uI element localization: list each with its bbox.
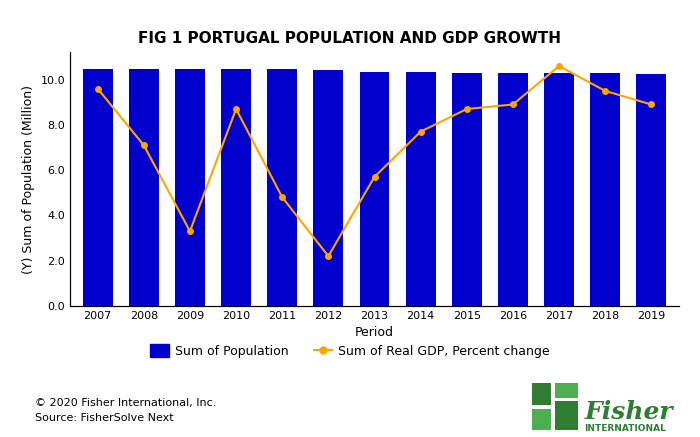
Bar <box>405 73 435 306</box>
Y-axis label: (Y) Sum of Population (Million): (Y) Sum of Population (Million) <box>22 85 35 274</box>
Text: Fisher: Fisher <box>584 400 673 424</box>
Bar <box>532 409 551 430</box>
Bar <box>636 74 666 306</box>
Bar <box>175 69 205 306</box>
Bar <box>554 401 577 430</box>
Text: © 2020 Fisher International, Inc.: © 2020 Fisher International, Inc. <box>35 398 216 408</box>
X-axis label: Period: Period <box>355 326 394 339</box>
Bar <box>314 70 344 306</box>
Bar <box>590 73 620 306</box>
Bar <box>83 69 113 306</box>
Legend: Sum of Population, Sum of Real GDP, Percent change: Sum of Population, Sum of Real GDP, Perc… <box>145 340 555 363</box>
Bar <box>452 73 482 306</box>
Text: Source: FisherSolve Next: Source: FisherSolve Next <box>35 413 174 423</box>
Bar <box>221 69 251 306</box>
Bar <box>532 383 551 406</box>
Bar <box>360 72 389 306</box>
Text: INTERNATIONAL: INTERNATIONAL <box>584 424 666 433</box>
Bar <box>544 73 574 306</box>
Bar <box>129 69 159 306</box>
Text: FIG 1 PORTUGAL POPULATION AND GDP GROWTH: FIG 1 PORTUGAL POPULATION AND GDP GROWTH <box>139 31 561 45</box>
Bar <box>498 73 528 306</box>
Bar <box>267 69 297 306</box>
Bar <box>554 383 577 398</box>
